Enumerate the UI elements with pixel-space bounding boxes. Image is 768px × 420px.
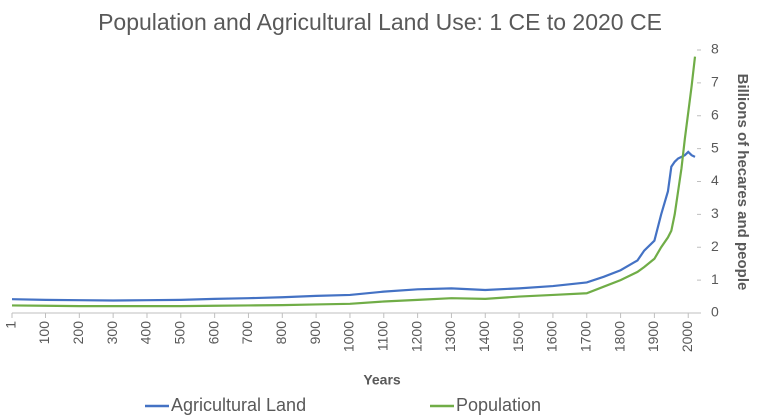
- chart-title: Population and Agricultural Land Use: 1 …: [98, 9, 662, 35]
- x-tick-label: 500: [172, 321, 188, 345]
- x-tick-label: 1500: [510, 321, 526, 352]
- x-tick-label: 900: [307, 321, 323, 345]
- x-tick-label: 1300: [442, 321, 458, 352]
- x-tick-label: 2000: [679, 321, 695, 352]
- x-tick-label: 1800: [611, 321, 627, 352]
- x-tick-label: 300: [104, 321, 120, 345]
- x-tick-label: 600: [205, 321, 221, 345]
- y-tick-label: 5: [711, 139, 719, 155]
- legend-label: Population: [456, 395, 541, 415]
- y-tick-label: 3: [711, 205, 719, 221]
- series-line: [11, 56, 697, 308]
- x-tick-label: 200: [70, 321, 86, 345]
- x-tick-label: 100: [36, 321, 52, 345]
- y-tick-label: 8: [711, 41, 719, 57]
- x-tick-label: 1: [3, 321, 19, 329]
- x-tick-label: 1100: [374, 321, 390, 351]
- y-tick-label: 0: [711, 304, 719, 320]
- x-tick-label: 1000: [341, 321, 357, 352]
- x-tick-label: 1700: [577, 321, 593, 352]
- y-tick-label: 7: [711, 74, 719, 90]
- x-tick-label: 700: [239, 321, 255, 345]
- x-tick-label: 1600: [544, 321, 560, 352]
- x-tick-label: 1200: [408, 321, 424, 352]
- x-tick-label: 1400: [476, 321, 492, 352]
- x-axis-label: Years: [363, 372, 401, 388]
- x-tick-label: 800: [273, 321, 289, 345]
- y-tick-label: 2: [711, 238, 719, 254]
- x-tick-label: 400: [138, 321, 154, 345]
- x-tick-label: 1900: [645, 321, 661, 352]
- y-tick-label: 1: [711, 271, 719, 287]
- y-tick-label: 4: [711, 172, 719, 188]
- series-line: [11, 150, 696, 302]
- legend-label: Agricultural Land: [171, 395, 306, 415]
- y-axis-label: Billions of hecares and people: [734, 74, 751, 291]
- y-tick-label: 6: [711, 106, 719, 122]
